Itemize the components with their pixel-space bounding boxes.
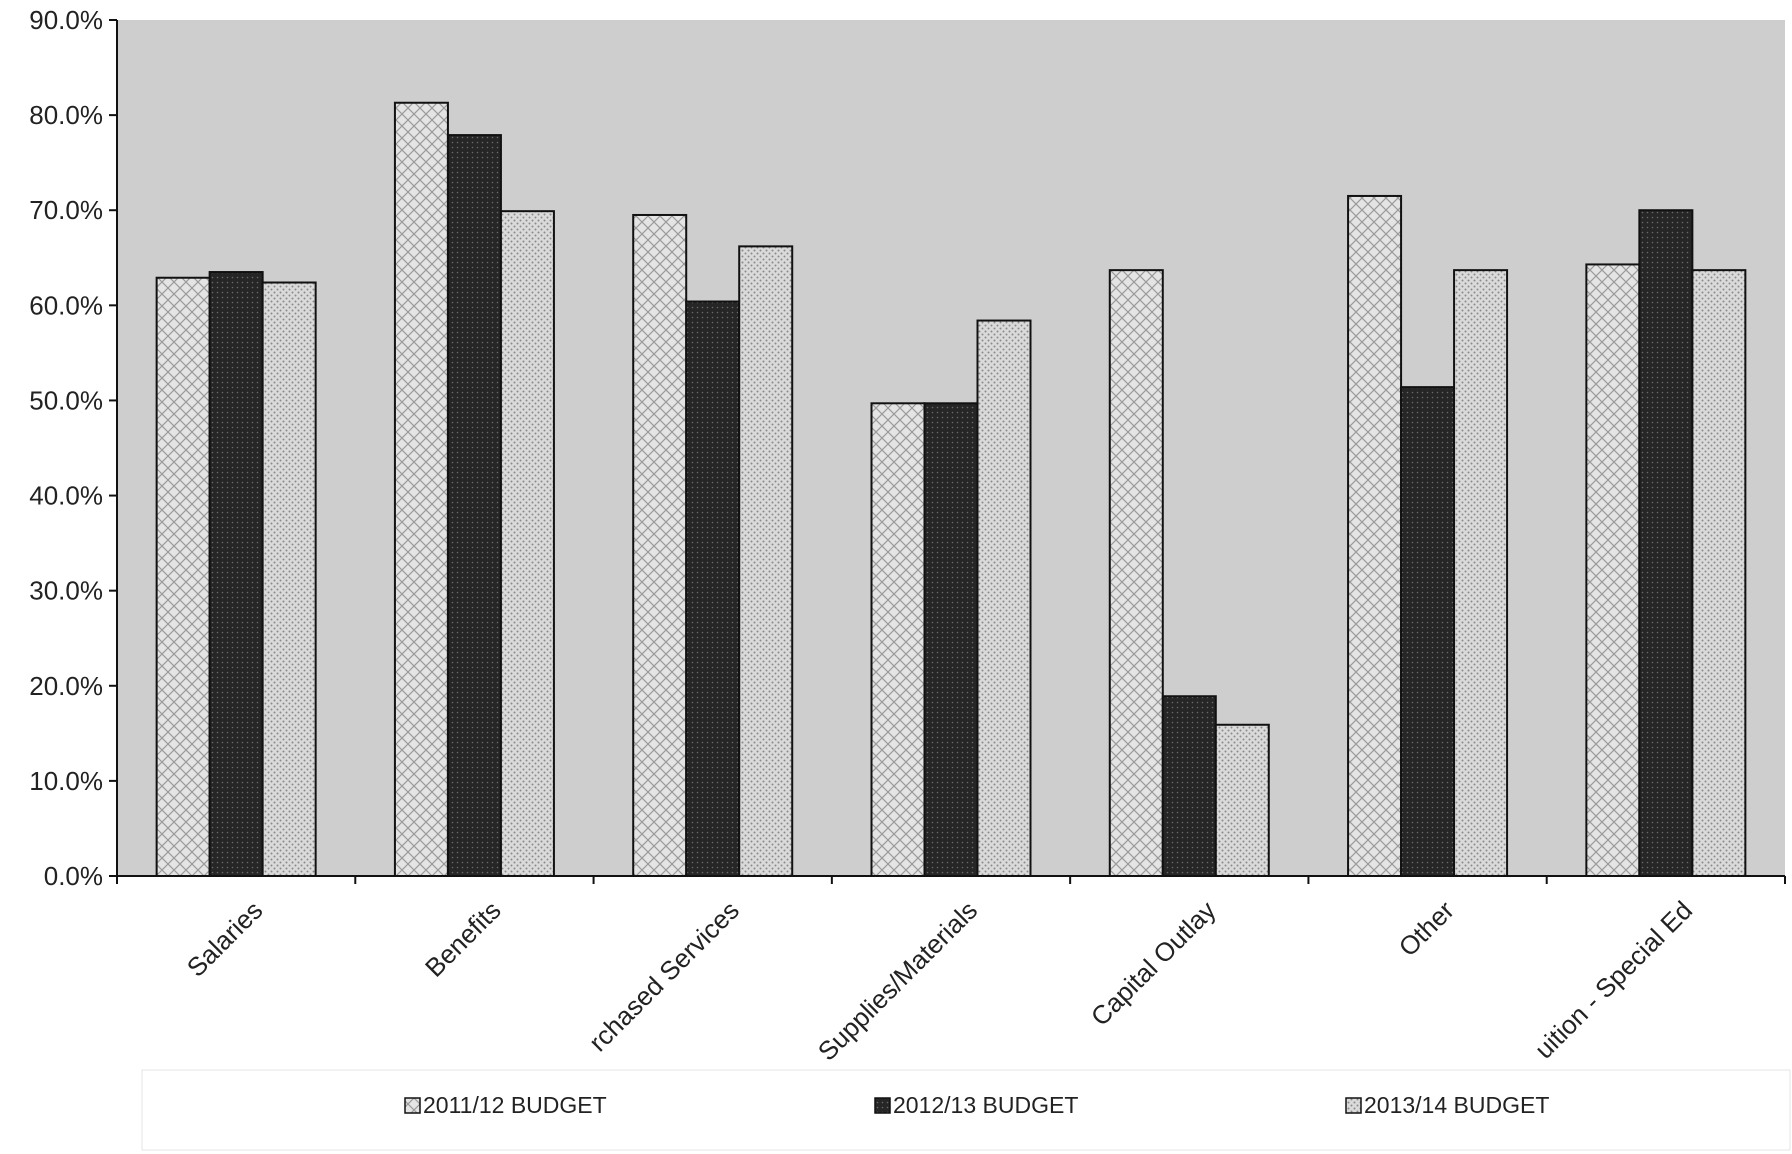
bar-3-7 [1691,269,1747,877]
y-tick-label: 40.0% [29,481,103,511]
legend-swatch-3 [1345,1097,1362,1114]
bar-1-3 [632,213,688,877]
legend-label-1: 2011/12 BUDGET [423,1092,607,1118]
y-axis: 0.0% 10.0% 20.0% 30.0% 40.0% 50.0% 60.0% 70.0% 8… [29,5,118,891]
bar-1-6 [1347,194,1403,877]
bar-2-1 [208,271,264,877]
bar-2-7 [1638,209,1694,877]
bar-1-5 [1108,269,1164,877]
legend-swatch-2 [874,1097,891,1114]
bar-3-2 [499,210,555,877]
y-tick-label: 80.0% [29,100,103,130]
legend-swatch-1 [404,1097,421,1114]
y-tick-label: 20.0% [29,671,103,701]
category-label: uition - Special Ed [1529,895,1698,1064]
legend: 2011/12 BUDGET 2012/13 BUDGET 2013/14 BUDG… [141,1069,1791,1151]
category-label: Supplies/Materials [812,895,983,1066]
category-labels: Salaries Benefits rchased Services Supplies… [181,895,1698,1067]
y-tick-label: 60.0% [29,290,103,320]
y-tick-label: 30.0% [29,576,103,606]
y-tick-label: 70.0% [29,195,103,225]
y-tick-label: 10.0% [29,766,103,796]
bar-1-7 [1585,263,1641,877]
bar-1-1 [155,276,211,877]
y-tick-label: 90.0% [29,5,103,35]
bar-1-2 [393,101,449,878]
bars [155,101,1747,878]
bar-2-6 [1400,386,1456,877]
bar-1-4 [870,402,926,877]
category-label: Benefits [419,895,507,983]
category-label: rchased Services [583,895,745,1057]
x-axis [116,875,1786,884]
legend-label-2: 2012/13 BUDGET [893,1092,1078,1118]
bar-3-1 [261,281,317,877]
bar-2-2 [446,134,502,877]
bar-2-3 [685,300,741,878]
category-label: Capital Outlay [1085,895,1222,1032]
legend-label-3: 2013/14 BUDGET [1364,1092,1549,1118]
bar-2-5 [1161,695,1217,877]
bar-3-5 [1214,723,1270,877]
bar-3-6 [1453,269,1509,877]
bar-3-4 [976,319,1032,878]
category-label: Other [1393,895,1460,962]
y-tick-label: 50.0% [29,385,103,415]
bar-2-4 [923,402,979,877]
y-tick-label: 0.0% [44,861,103,891]
category-label: Salaries [181,895,269,983]
bar-3-3 [738,245,794,877]
